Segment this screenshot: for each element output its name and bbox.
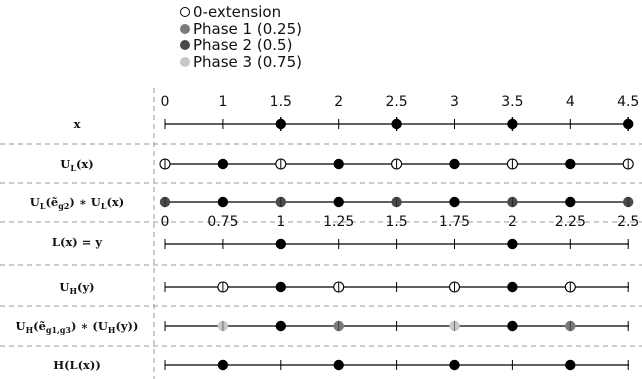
phase2-marker-icon <box>180 40 190 51</box>
row-label: L(x) = y <box>52 235 102 249</box>
label-text: (y)) <box>115 319 138 333</box>
label-text: H(L(x)) <box>53 358 101 372</box>
legend-item-phase-2: Phase 2 (0.5) <box>180 37 302 54</box>
data-point <box>449 359 460 371</box>
tick-label: 3 <box>450 94 459 110</box>
label-subscript: g1,g3 <box>46 325 72 335</box>
tick-label: 1 <box>276 214 285 230</box>
legend-item-phase-3: Phase 3 (0.75) <box>180 52 302 71</box>
tick-label: 2.5 <box>385 94 407 110</box>
data-point <box>333 158 344 170</box>
data-point <box>217 158 229 170</box>
tick-label: 1 <box>218 94 227 110</box>
data-point <box>565 196 576 208</box>
legend-label: Phase 1 (0.25) <box>193 19 302 38</box>
tick-label: 1.75 <box>439 214 470 230</box>
row-label: UH(ẽg1,g3) ∗ (UH(y)) <box>16 319 139 335</box>
tick-label: 1.5 <box>270 94 292 110</box>
label-subscript: L <box>40 201 46 211</box>
tick-label: 1.5 <box>385 214 407 230</box>
row-label: UL(x) <box>60 157 93 173</box>
label-subscript: H <box>108 325 116 335</box>
data-point <box>565 158 576 170</box>
label-text: (ẽ <box>45 195 58 209</box>
row-label: UH(y) <box>59 280 94 296</box>
label-text: (y) <box>77 280 95 294</box>
tick-label: 0.75 <box>207 214 238 230</box>
label-text: (x) <box>106 195 124 209</box>
tick-label: 2 <box>508 214 517 230</box>
data-point <box>333 196 344 208</box>
label-text: U <box>60 157 70 171</box>
data-point <box>275 238 286 250</box>
label-text: L(x) = y <box>52 235 102 249</box>
legend-label: 0-extension <box>193 3 282 21</box>
row-label: H(L(x)) <box>53 358 101 372</box>
data-point <box>275 320 286 332</box>
data-point <box>507 281 518 293</box>
tick-label: 4 <box>566 94 575 110</box>
phase3-marker-icon <box>180 56 190 67</box>
data-point <box>449 196 460 208</box>
label-text: ) ∗ U <box>69 195 100 209</box>
data-point <box>333 359 344 371</box>
tick-label: 1.25 <box>323 214 354 230</box>
label-subscript: L <box>70 163 76 173</box>
label-subscript: g2 <box>58 201 69 211</box>
tick-label: 2 <box>334 94 343 110</box>
data-point <box>449 158 460 170</box>
legend-item-0-extension: 0-extension <box>180 4 302 21</box>
data-point <box>507 320 518 332</box>
label-text: U <box>30 195 40 209</box>
row-label: x <box>74 117 81 131</box>
legend: 0-extension Phase 1 (0.25) Phase 2 (0.5)… <box>180 4 302 70</box>
data-point <box>565 359 576 371</box>
tick-label: 2.25 <box>555 214 586 230</box>
legend-label: Phase 2 (0.5) <box>193 36 293 54</box>
label-text: (ẽ <box>33 319 46 333</box>
label-subscript: H <box>69 286 77 296</box>
phase1-marker-icon <box>180 23 190 34</box>
tick-label: 2.5 <box>617 214 639 230</box>
label-subscript: H <box>26 325 34 335</box>
row-label: UL(ẽg2) ∗ UL(x) <box>30 195 124 211</box>
label-text: U <box>16 319 26 333</box>
data-point <box>275 281 286 293</box>
data-point <box>217 196 229 208</box>
data-point <box>217 359 229 371</box>
label-text: (x) <box>76 157 94 171</box>
tick-label: 0 <box>161 94 170 110</box>
label-text: U <box>59 280 69 294</box>
label-text: x <box>74 117 81 131</box>
tick-label: 3.5 <box>501 94 523 110</box>
label-subscript: L <box>101 201 107 211</box>
tick-label: 0 <box>161 214 170 230</box>
label-text: ) ∗ (U <box>71 319 108 333</box>
legend-label: Phase 3 (0.75) <box>193 52 302 71</box>
tick-label: 4.5 <box>617 94 639 110</box>
legend-item-phase-1: Phase 1 (0.25) <box>180 19 302 38</box>
open-circle-marker-icon <box>180 7 190 18</box>
data-point <box>507 238 518 250</box>
